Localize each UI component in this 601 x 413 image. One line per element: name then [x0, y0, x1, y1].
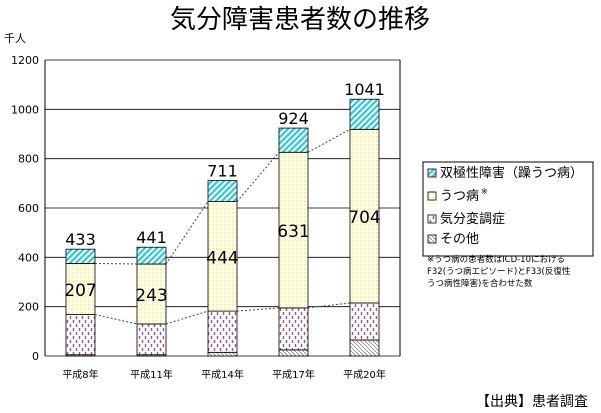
- legend-swatch-1: [427, 191, 437, 201]
- bar-0-3: [278, 349, 309, 357]
- legend-mark-1: ※: [481, 187, 488, 196]
- y-tick-label-800: 800: [18, 153, 39, 166]
- bar-2-1: [136, 263, 167, 325]
- y-tick-label-400: 400: [18, 251, 39, 264]
- bar-3-4: [349, 98, 380, 130]
- legend-label-0: 双極性障害（躁うつ病）: [440, 165, 583, 181]
- legend-swatch-0: [427, 168, 437, 178]
- bar-2-2: [207, 201, 238, 312]
- bar-1-0: [65, 314, 96, 356]
- bar-1-2: [207, 310, 238, 353]
- y-tick-label-0: 0: [32, 350, 39, 363]
- x-tick-label-2: 平成14年: [201, 368, 244, 381]
- bar-3-1: [136, 246, 167, 265]
- y-tick-label-600: 600: [18, 202, 39, 215]
- legend-swatch-3: [427, 234, 437, 244]
- data-label-total-4: 1041: [344, 80, 385, 99]
- y-tick-label-1000: 1000: [11, 103, 39, 116]
- footnote-line-2: うつ病性障害)を合わせた数: [427, 278, 533, 289]
- data-label-utsu-2: 444: [206, 248, 238, 268]
- data-label-total-2: 711: [207, 162, 238, 181]
- bar-2-0: [65, 263, 96, 315]
- bar-1-1: [136, 323, 167, 356]
- x-tick-label-4: 平成20年: [343, 368, 386, 381]
- x-tick-label-0: 平成8年: [62, 368, 98, 381]
- bar-0-2: [207, 351, 238, 357]
- legend-label-3: その他: [440, 232, 479, 247]
- bar-3-3: [278, 127, 309, 153]
- data-label-total-0: 433: [65, 230, 96, 249]
- bar-3-0: [65, 248, 96, 264]
- legend-label-2: 気分変調症: [440, 211, 505, 227]
- source-label: 【出典】患者調査: [476, 394, 588, 410]
- bar-0-4: [349, 339, 380, 357]
- bar-1-4: [349, 302, 380, 341]
- y-tick-label-1200: 1200: [11, 54, 39, 67]
- footnote-line-1: F32(うつ病エピソード)とF33(反復性: [427, 266, 571, 277]
- legend-box: [422, 161, 594, 257]
- data-label-total-3: 924: [278, 109, 309, 128]
- bar-1-3: [278, 307, 309, 351]
- series-line-1-1: [165, 310, 209, 325]
- series-line-2-3: [307, 128, 351, 153]
- series-line-2-1: [165, 201, 209, 265]
- data-label-total-1: 441: [136, 228, 167, 247]
- series-line-2-2: [236, 151, 280, 202]
- series-line-1-0: [94, 314, 138, 325]
- legend-label-1: うつ病: [440, 189, 479, 204]
- data-label-utsu-0: 207: [64, 281, 96, 301]
- footnote-line-0: ※うつ病の患者数はICD-10における: [427, 254, 565, 265]
- bar-2-3: [278, 151, 309, 309]
- y-tick-label-200: 200: [18, 301, 39, 314]
- x-tick-label-1: 平成11年: [130, 368, 173, 381]
- bar-3-2: [207, 180, 238, 202]
- series-line-1-2: [236, 307, 280, 312]
- y-axis-unit-label: 千人: [4, 32, 26, 45]
- chart-title: 気分障害患者数の推移: [170, 5, 430, 35]
- data-label-utsu-3: 631: [277, 222, 309, 242]
- data-label-utsu-4: 704: [348, 208, 380, 228]
- x-tick-label-3: 平成17年: [272, 368, 315, 381]
- series-line-1-3: [307, 302, 351, 309]
- data-label-utsu-1: 243: [135, 286, 167, 306]
- legend-swatch-2: [427, 214, 437, 224]
